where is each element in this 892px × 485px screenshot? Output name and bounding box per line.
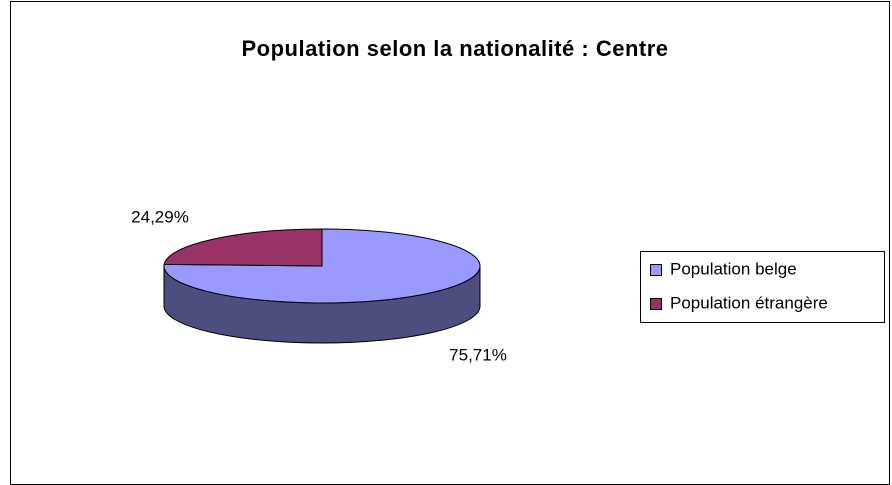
pie-slice <box>163 228 323 267</box>
legend-swatch <box>650 298 662 310</box>
chart-frame <box>10 1 890 485</box>
chart-title: Population selon la nationalité : Centre <box>241 36 668 61</box>
legend-swatch <box>650 264 662 276</box>
legend-box <box>640 251 885 323</box>
data-label: 75,71% <box>449 345 507 364</box>
data-label: 24,29% <box>131 207 189 226</box>
legend-label: Population belge <box>670 259 797 278</box>
legend-label: Population étrangère <box>670 293 828 312</box>
